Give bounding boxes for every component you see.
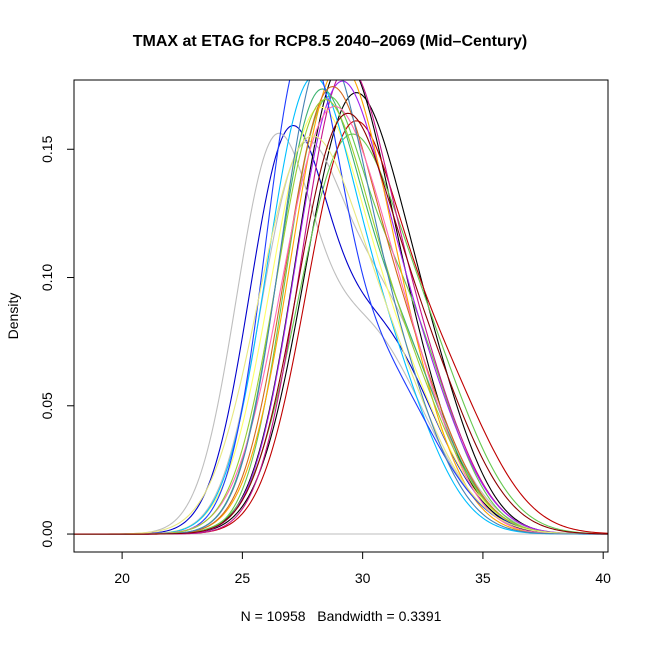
density-curve-19 <box>74 135 608 535</box>
y-tick-label: 0.05 <box>39 392 55 419</box>
y-tick-label: 0.10 <box>39 264 55 291</box>
density-curve-21 <box>74 112 608 535</box>
density-curve-10 <box>74 80 608 535</box>
y-tick-label: 0.15 <box>39 135 55 162</box>
x-axis-label: N = 10958 Bandwidth = 0.3391 <box>241 608 442 624</box>
plot-area <box>74 80 608 535</box>
chart-title: TMAX at ETAG for RCP8.5 2040–2069 (Mid–C… <box>133 33 527 50</box>
density-curve-13 <box>74 80 608 535</box>
density-curve-20 <box>74 80 608 535</box>
density-curve-5 <box>74 140 608 535</box>
x-tick-label: 40 <box>595 570 611 586</box>
density-curve-2 <box>74 80 608 535</box>
x-tick-label: 20 <box>114 570 130 586</box>
density-curve-3 <box>74 92 608 535</box>
x-tick-label: 25 <box>235 570 251 586</box>
plot-frame <box>73 79 609 553</box>
density-curve-15 <box>74 80 608 535</box>
x-tick-label: 30 <box>355 570 371 586</box>
y-axis: 0.00 0.05 0.10 0.15 <box>39 135 74 548</box>
x-tick-label: 35 <box>475 570 491 586</box>
density-curve-18 <box>74 99 608 535</box>
y-axis-label: Density <box>5 293 21 340</box>
density-curve-14 <box>74 88 608 535</box>
density-curve-8 <box>74 120 608 535</box>
density-curves <box>74 80 608 535</box>
density-curve-1 <box>74 124 608 535</box>
x-axis: 20 25 30 35 40 <box>114 552 611 586</box>
density-curve-6 <box>74 95 608 535</box>
density-curve-16 <box>74 86 608 535</box>
y-tick-label: 0.00 <box>39 520 55 547</box>
